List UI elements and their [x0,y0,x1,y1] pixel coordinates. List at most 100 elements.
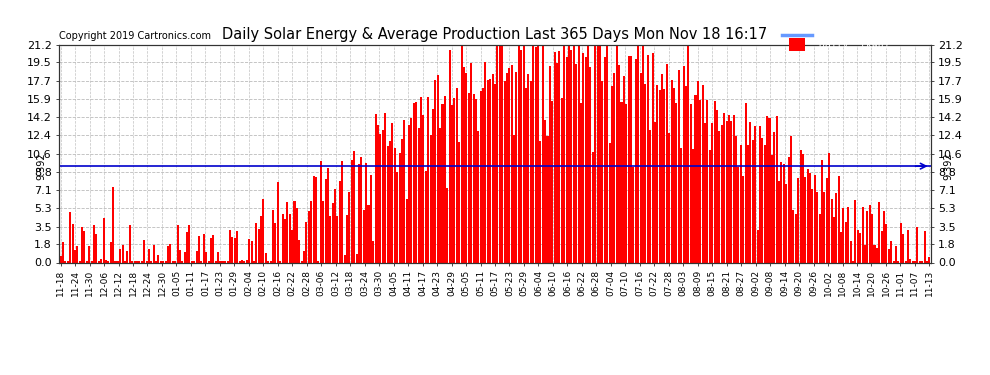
Bar [675,103,677,262]
Bar [127,252,129,262]
Bar [360,157,362,262]
Bar [656,85,658,262]
Bar [694,94,697,262]
Bar [411,118,413,262]
Bar [704,123,706,262]
Bar [738,166,740,262]
Bar [179,250,181,262]
Bar [707,100,709,262]
Bar [824,192,826,262]
Bar [761,138,763,262]
Bar [790,136,792,262]
Bar [513,135,515,262]
Bar [255,223,257,262]
Bar [868,205,871,262]
Bar [403,120,405,262]
Bar [723,113,725,262]
Bar [152,245,154,262]
Bar [332,203,334,262]
Text: 9.392: 9.392 [943,152,953,180]
Bar [362,210,364,262]
Bar [148,249,149,262]
Bar [377,125,379,262]
Bar [208,261,210,262]
Bar [812,189,814,262]
Bar [229,230,231,262]
Bar [926,261,928,262]
Bar [749,122,751,262]
Bar [556,63,558,262]
Bar [773,132,775,262]
Bar [711,123,713,262]
Bar [759,126,761,262]
Bar [573,45,575,262]
Bar [633,167,635,262]
Bar [487,80,489,262]
Bar [640,74,642,262]
Bar [432,110,434,262]
Bar [609,143,611,262]
Bar [181,261,183,262]
Bar [856,230,858,262]
Bar [212,234,215,262]
Bar [544,120,546,262]
Bar [742,176,744,262]
Bar [463,67,465,262]
Bar [124,261,126,262]
Bar [525,88,527,262]
Bar [792,210,794,262]
Bar [467,93,470,262]
Bar [751,140,753,262]
Bar [232,237,234,262]
Bar [895,246,897,262]
Bar [687,45,689,262]
Bar [821,160,823,262]
Bar [408,125,410,262]
Bar [621,102,623,262]
Bar [523,45,525,262]
Bar [494,84,496,262]
Bar [76,246,78,262]
Bar [164,261,166,262]
Bar [281,214,283,262]
Text: Average  (kWh): Average (kWh) [819,30,901,40]
Bar [599,45,601,262]
Bar [797,178,799,262]
Bar [425,171,427,262]
Bar [592,152,594,262]
Bar [670,80,672,262]
Bar [78,261,81,262]
Bar [250,242,252,262]
Bar [635,60,637,262]
Bar [222,261,224,262]
Bar [577,45,579,262]
Bar [100,259,102,262]
Bar [95,234,97,262]
Bar [783,164,785,262]
Bar [446,188,448,262]
Bar [766,116,768,262]
Bar [516,72,518,262]
Bar [496,45,498,262]
Bar [62,242,64,262]
Bar [344,255,346,262]
Bar [661,74,663,262]
Bar [922,261,924,262]
Bar [200,261,202,262]
Bar [66,261,68,262]
Bar [533,45,535,262]
Bar [112,187,114,262]
Bar [841,232,842,262]
Bar [568,45,570,262]
Bar [699,100,701,262]
Bar [379,134,381,262]
Bar [198,236,200,262]
Bar [807,169,809,262]
Bar [852,261,854,262]
Bar [220,261,222,262]
Bar [530,81,532,262]
Bar [658,90,660,262]
Bar [814,176,816,262]
Bar [71,224,73,262]
Bar [548,66,550,262]
